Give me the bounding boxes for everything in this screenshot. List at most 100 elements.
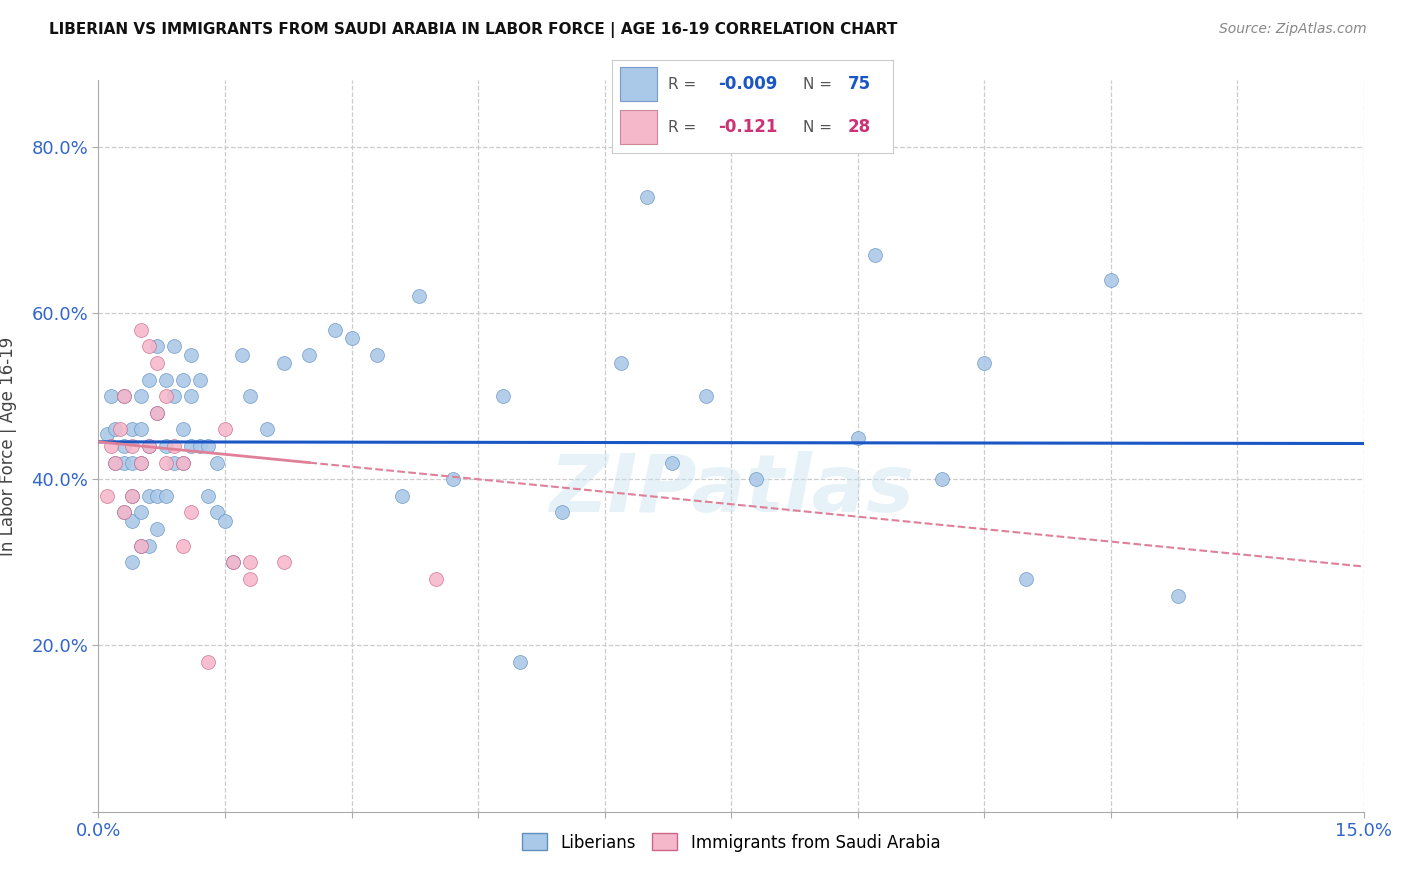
Point [129, 389, 152, 403]
Point [96, 426, 118, 441]
Text: 28: 28 [848, 119, 870, 136]
Point [100, 439, 122, 453]
Point [121, 514, 143, 528]
Point [239, 389, 262, 403]
Point [129, 539, 152, 553]
Point [121, 489, 143, 503]
Point [197, 655, 219, 669]
Point [172, 456, 194, 470]
Point [1099, 273, 1122, 287]
Point [214, 422, 236, 436]
Point [138, 439, 160, 453]
Point [239, 572, 262, 586]
Point [661, 456, 683, 470]
Point [222, 555, 245, 569]
Point [146, 522, 169, 536]
Point [551, 506, 574, 520]
Point [205, 506, 228, 520]
Point [172, 456, 194, 470]
Point [172, 372, 194, 386]
Point [492, 389, 515, 403]
Text: ZIPatlas: ZIPatlas [548, 450, 914, 529]
Point [138, 339, 160, 353]
Point [340, 331, 363, 345]
Text: Source: ZipAtlas.com: Source: ZipAtlas.com [1219, 22, 1367, 37]
Point [146, 339, 169, 353]
Point [129, 456, 152, 470]
Point [180, 439, 202, 453]
Point [163, 456, 186, 470]
Point [273, 356, 295, 370]
Point [112, 506, 135, 520]
Point [425, 572, 447, 586]
Point [214, 514, 236, 528]
Point [188, 372, 211, 386]
Text: N =: N = [803, 77, 832, 92]
Point [180, 347, 202, 362]
Point [112, 439, 135, 453]
Point [129, 539, 152, 553]
Point [197, 489, 219, 503]
Y-axis label: In Labor Force | Age 16-19: In Labor Force | Age 16-19 [0, 336, 17, 556]
Point [172, 539, 194, 553]
Point [180, 506, 202, 520]
Point [163, 389, 186, 403]
Point [138, 489, 160, 503]
Point [973, 356, 995, 370]
Point [205, 456, 228, 470]
Point [112, 389, 135, 403]
Text: -0.121: -0.121 [718, 119, 778, 136]
Point [155, 489, 177, 503]
Point [96, 489, 118, 503]
Point [155, 389, 177, 403]
Point [180, 389, 202, 403]
Point [610, 356, 633, 370]
Point [636, 189, 658, 203]
Point [1015, 572, 1038, 586]
Text: LIBERIAN VS IMMIGRANTS FROM SAUDI ARABIA IN LABOR FORCE | AGE 16-19 CORRELATION : LIBERIAN VS IMMIGRANTS FROM SAUDI ARABIA… [49, 22, 897, 38]
Point [146, 356, 169, 370]
Point [121, 422, 143, 436]
Point [231, 347, 253, 362]
Point [441, 472, 464, 486]
Text: R =: R = [668, 120, 696, 135]
Point [121, 489, 143, 503]
Point [112, 456, 135, 470]
Point [104, 456, 127, 470]
Point [112, 389, 135, 403]
Point [146, 406, 169, 420]
Point [146, 489, 169, 503]
Point [323, 323, 346, 337]
Point [155, 456, 177, 470]
Point [239, 555, 262, 569]
Point [298, 347, 321, 362]
Point [745, 472, 768, 486]
Point [197, 439, 219, 453]
Point [112, 506, 135, 520]
Point [121, 555, 143, 569]
Point [188, 439, 211, 453]
Point [273, 555, 295, 569]
Point [509, 655, 531, 669]
Point [129, 456, 152, 470]
Point [155, 372, 177, 386]
Legend: Liberians, Immigrants from Saudi Arabia: Liberians, Immigrants from Saudi Arabia [515, 827, 948, 858]
Point [146, 406, 169, 420]
Point [129, 422, 152, 436]
Point [155, 439, 177, 453]
Point [408, 289, 430, 303]
Text: -0.009: -0.009 [718, 75, 778, 93]
Point [129, 506, 152, 520]
Point [863, 248, 886, 262]
Point [138, 539, 160, 553]
Text: R =: R = [668, 77, 696, 92]
Point [1167, 589, 1189, 603]
Point [931, 472, 953, 486]
Point [163, 339, 186, 353]
FancyBboxPatch shape [620, 111, 657, 145]
Point [108, 422, 131, 436]
Point [138, 439, 160, 453]
Point [695, 389, 717, 403]
Point [100, 389, 122, 403]
Point [163, 439, 186, 453]
